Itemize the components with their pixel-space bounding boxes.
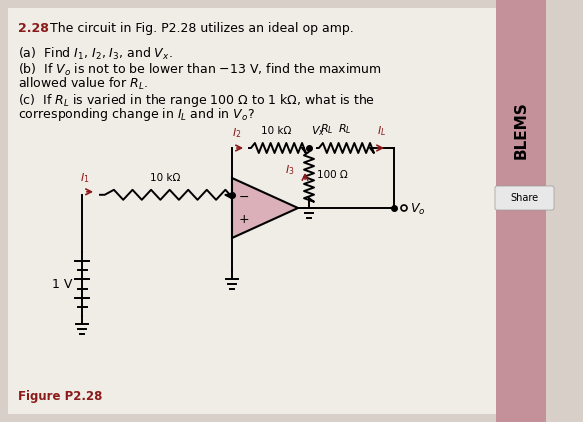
Text: 10 kΩ: 10 kΩ	[150, 173, 180, 183]
Text: corresponding change in $I_L$ and in $V_o$?: corresponding change in $I_L$ and in $V_…	[18, 106, 255, 123]
Text: 2.28: 2.28	[18, 22, 49, 35]
Text: $I_L$: $I_L$	[377, 124, 386, 138]
FancyBboxPatch shape	[8, 8, 496, 414]
Text: $-$: $-$	[238, 190, 250, 203]
Text: 100 Ω: 100 Ω	[317, 170, 347, 180]
Text: $+$: $+$	[238, 213, 250, 226]
Text: $I_3$: $I_3$	[286, 163, 295, 177]
Polygon shape	[232, 178, 298, 238]
Text: Share: Share	[510, 193, 538, 203]
Text: BLEMS: BLEMS	[514, 101, 529, 159]
FancyBboxPatch shape	[495, 186, 554, 210]
Text: The circuit in Fig. P2.28 utilizes an ideal op amp.: The circuit in Fig. P2.28 utilizes an id…	[50, 22, 354, 35]
Text: allowed value for $R_L$.: allowed value for $R_L$.	[18, 76, 148, 92]
Text: $R_L$: $R_L$	[319, 122, 333, 136]
Text: Figure P2.28: Figure P2.28	[18, 390, 103, 403]
Text: $V_o$: $V_o$	[410, 201, 426, 216]
Text: $I_2$: $I_2$	[232, 126, 241, 140]
Text: (a)  Find $I_1$, $I_2$, $I_3$, and $V_x$.: (a) Find $I_1$, $I_2$, $I_3$, and $V_x$.	[18, 46, 173, 62]
Text: (c)  If $R_L$ is varied in the range 100 $\Omega$ to 1 k$\Omega$, what is the: (c) If $R_L$ is varied in the range 100 …	[18, 92, 375, 109]
Text: $I_1$: $I_1$	[80, 171, 90, 185]
Text: 1 V: 1 V	[52, 278, 72, 290]
Text: $R_L$: $R_L$	[338, 122, 352, 136]
Text: $V_x$: $V_x$	[311, 124, 325, 138]
Text: (b)  If $V_o$ is not to be lower than $-$13 V, find the maximum: (b) If $V_o$ is not to be lower than $-$…	[18, 62, 382, 78]
FancyBboxPatch shape	[496, 0, 546, 422]
Text: 10 kΩ: 10 kΩ	[261, 126, 292, 136]
